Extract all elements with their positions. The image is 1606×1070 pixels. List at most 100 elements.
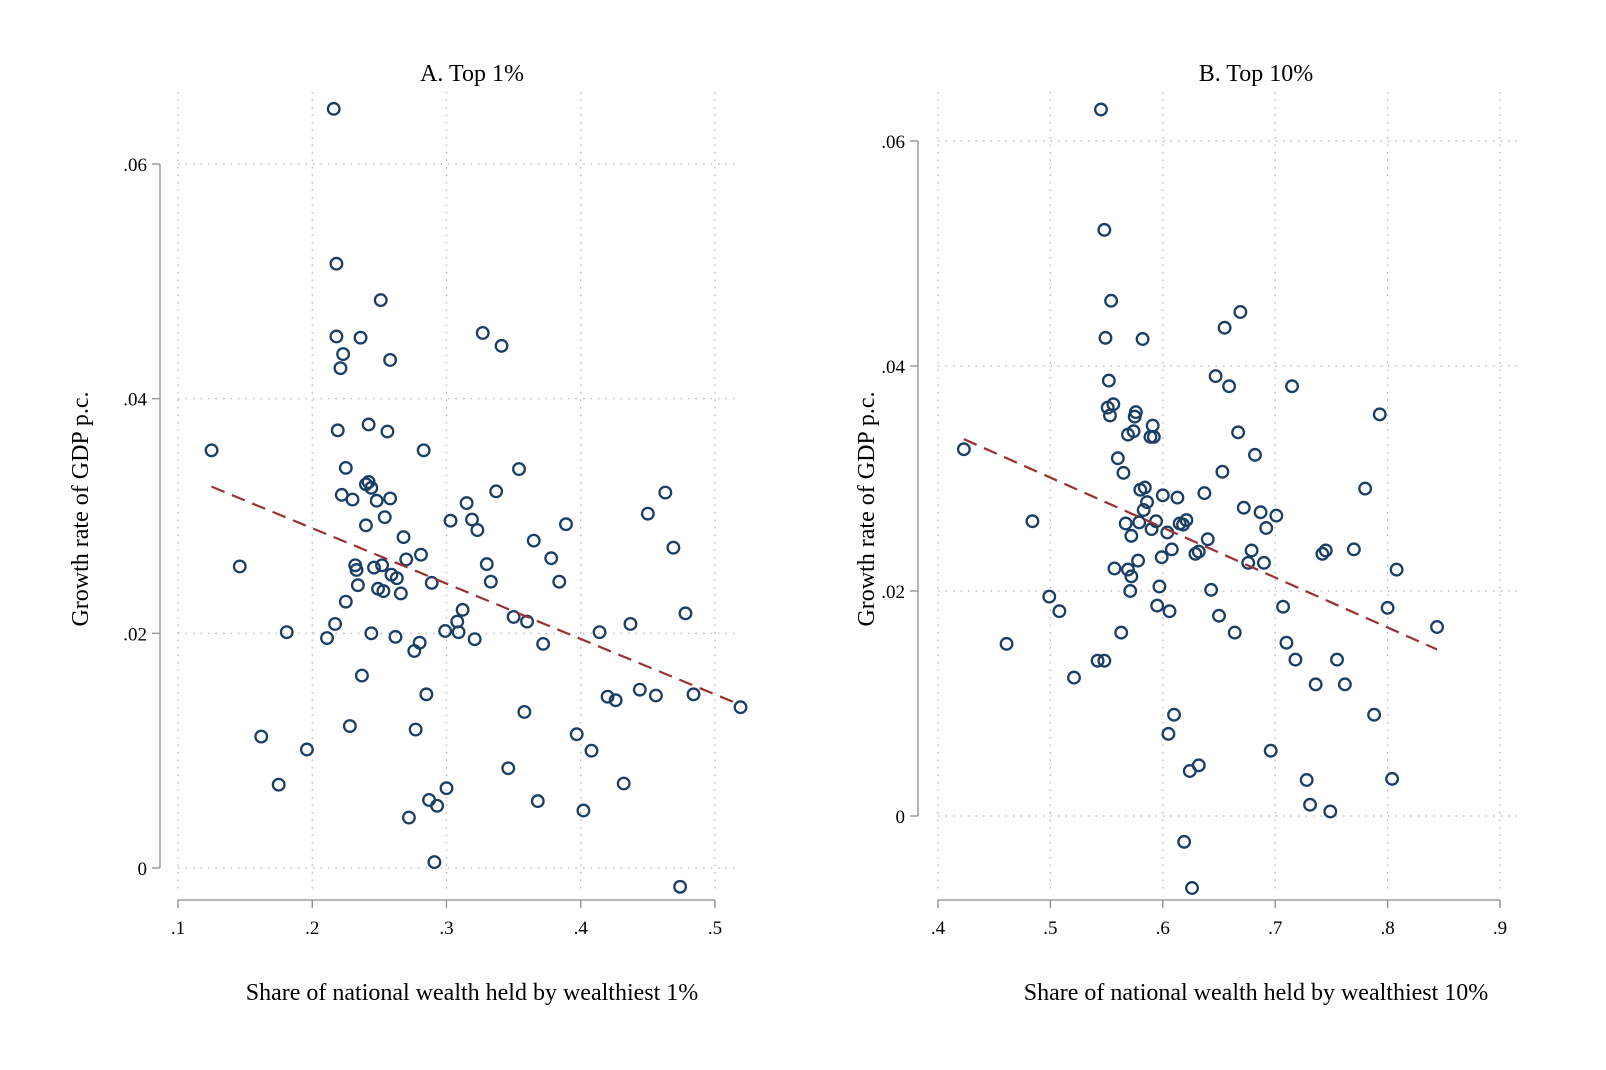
panel-b-x-axis-label: Share of national wealth held by wealthi… (1024, 980, 1489, 1006)
panel-b-point-4 (1135, 332, 1150, 346)
panel-a-point-25 (658, 485, 673, 500)
panel-b-point-45 (1179, 513, 1194, 528)
panel-b-point-0 (1094, 102, 1108, 117)
panel-a-point-51 (393, 586, 408, 601)
panel-b-point-35 (1236, 500, 1251, 515)
panel-b-point-34 (1140, 495, 1155, 510)
panel-a-point-62 (623, 616, 638, 631)
panel-b-y-tick-label-2: .04 (881, 357, 905, 378)
panel-b-point-56 (1318, 543, 1333, 558)
panel-a-point-78 (632, 682, 647, 697)
panel-b-point-88 (1167, 707, 1181, 722)
panel-a-point-44 (367, 560, 381, 575)
panel-a-point-76 (600, 689, 615, 704)
panel-a-point-87 (299, 742, 314, 757)
panel-b-point-76 (1430, 620, 1445, 634)
panel-b-point-69 (1042, 589, 1057, 604)
panel-b-point-91 (1263, 743, 1278, 758)
panel-b-point-75 (1380, 600, 1395, 615)
panel-b-point-13 (1103, 408, 1117, 423)
panel-a-point-56 (455, 602, 470, 617)
panel-b-point-31 (1155, 488, 1170, 503)
panel-a-point-79 (648, 688, 663, 703)
panel-b-point-80 (1279, 635, 1294, 650)
panel-a-point-23 (369, 493, 384, 508)
panel-b-point-2 (1104, 293, 1119, 308)
panel-a-point-33 (640, 506, 655, 521)
panel-a-point-98 (427, 855, 442, 870)
panel-b-point-51 (1164, 542, 1179, 557)
panel-b-point-26 (1116, 465, 1131, 480)
panel-a-point-37 (414, 547, 428, 562)
panel-a-point-12 (361, 417, 376, 432)
panel-a-point-15 (338, 460, 353, 475)
panel-b-point-29 (1137, 480, 1152, 495)
panel-a-point-91 (616, 776, 631, 791)
panel-b-point-63 (1121, 562, 1135, 577)
panel-b-point-83 (1288, 652, 1303, 667)
panel-a-point-55 (338, 594, 353, 609)
panel-b-y-tick-label-0: 0 (896, 807, 906, 828)
panel-b-point-10 (1101, 373, 1116, 388)
panel-a-point-75 (419, 687, 434, 702)
panel-a-point-69 (467, 632, 482, 647)
panel-a-point-54 (552, 574, 567, 589)
panel-a-point-29 (443, 513, 458, 528)
panel-b-point-84 (1330, 652, 1344, 667)
panel-b-point-38 (1269, 508, 1284, 523)
panel-a-point-53 (483, 574, 498, 589)
panel-a-point-36 (666, 540, 681, 555)
panel-a-point-50 (376, 584, 391, 599)
panel-a-point-81 (733, 700, 748, 715)
panel-a-point-38 (544, 551, 559, 566)
panel-a-y-tick-label-0: 0 (138, 859, 148, 880)
panel-b-point-99 (1185, 881, 1199, 895)
panel-b-point-37 (1253, 505, 1268, 520)
panel-b-point-97 (1323, 804, 1338, 819)
panel-a-x-tick-label-0: .1 (171, 918, 185, 939)
panel-b-point-61 (1257, 555, 1271, 570)
panel-b-title: B. Top 10% (1199, 61, 1314, 87)
panel-b-point-5 (1233, 305, 1248, 319)
panel-b-point-6 (1217, 320, 1232, 335)
panel-b-point-60 (1241, 555, 1256, 570)
panel-b-x-tick-label-0: .4 (931, 918, 946, 939)
panel-a-point-97 (401, 810, 416, 825)
panel-b-point-25 (1248, 447, 1262, 462)
panel-b-point-64 (1124, 569, 1139, 584)
panel-b-point-71 (1150, 598, 1165, 613)
panel-a-point-60 (328, 616, 343, 631)
panel-a-point-22 (345, 492, 360, 507)
panel-a-point-57 (506, 609, 521, 624)
panel-b-point-70 (1052, 604, 1067, 619)
panel-a-point-85 (254, 729, 269, 744)
panel-a-point-28 (465, 512, 479, 527)
panel-a-point-65 (364, 626, 379, 641)
panel-b-point-86 (1308, 677, 1323, 692)
panel-a-point-43 (349, 563, 364, 577)
panel-b-point-65 (1389, 562, 1404, 577)
panel-a-point-13 (380, 424, 395, 439)
panel-a-point-35 (526, 533, 541, 548)
panel-a-point-39 (399, 552, 414, 567)
panel-a-point-27 (377, 510, 392, 525)
panel-a-point-24 (383, 491, 398, 506)
panel-b-point-89 (1367, 707, 1382, 722)
panel-a-point-14 (416, 443, 431, 458)
panel-b-point-8 (1222, 379, 1237, 394)
panel-b-point-78 (1227, 625, 1242, 640)
panel-a-point-47 (389, 571, 404, 586)
panel-a-point-77 (608, 693, 623, 708)
panel-b-point-41 (1132, 515, 1147, 530)
panel-a-point-68 (451, 625, 466, 640)
panel-a-point-42 (375, 558, 390, 573)
panel-b-point-39 (1025, 514, 1040, 529)
panel-b-point-27 (1215, 464, 1230, 479)
panel-b-point-49 (1124, 528, 1139, 543)
panel-b-point-17 (1145, 418, 1160, 433)
panel-a-point-92 (439, 781, 454, 796)
panel-b-point-22 (1231, 425, 1246, 440)
panel-b-point-62 (1107, 561, 1122, 576)
panel-a-x-axis-label: Share of national wealth held by wealthi… (246, 980, 699, 1006)
panel-b-point-68 (1204, 582, 1219, 597)
